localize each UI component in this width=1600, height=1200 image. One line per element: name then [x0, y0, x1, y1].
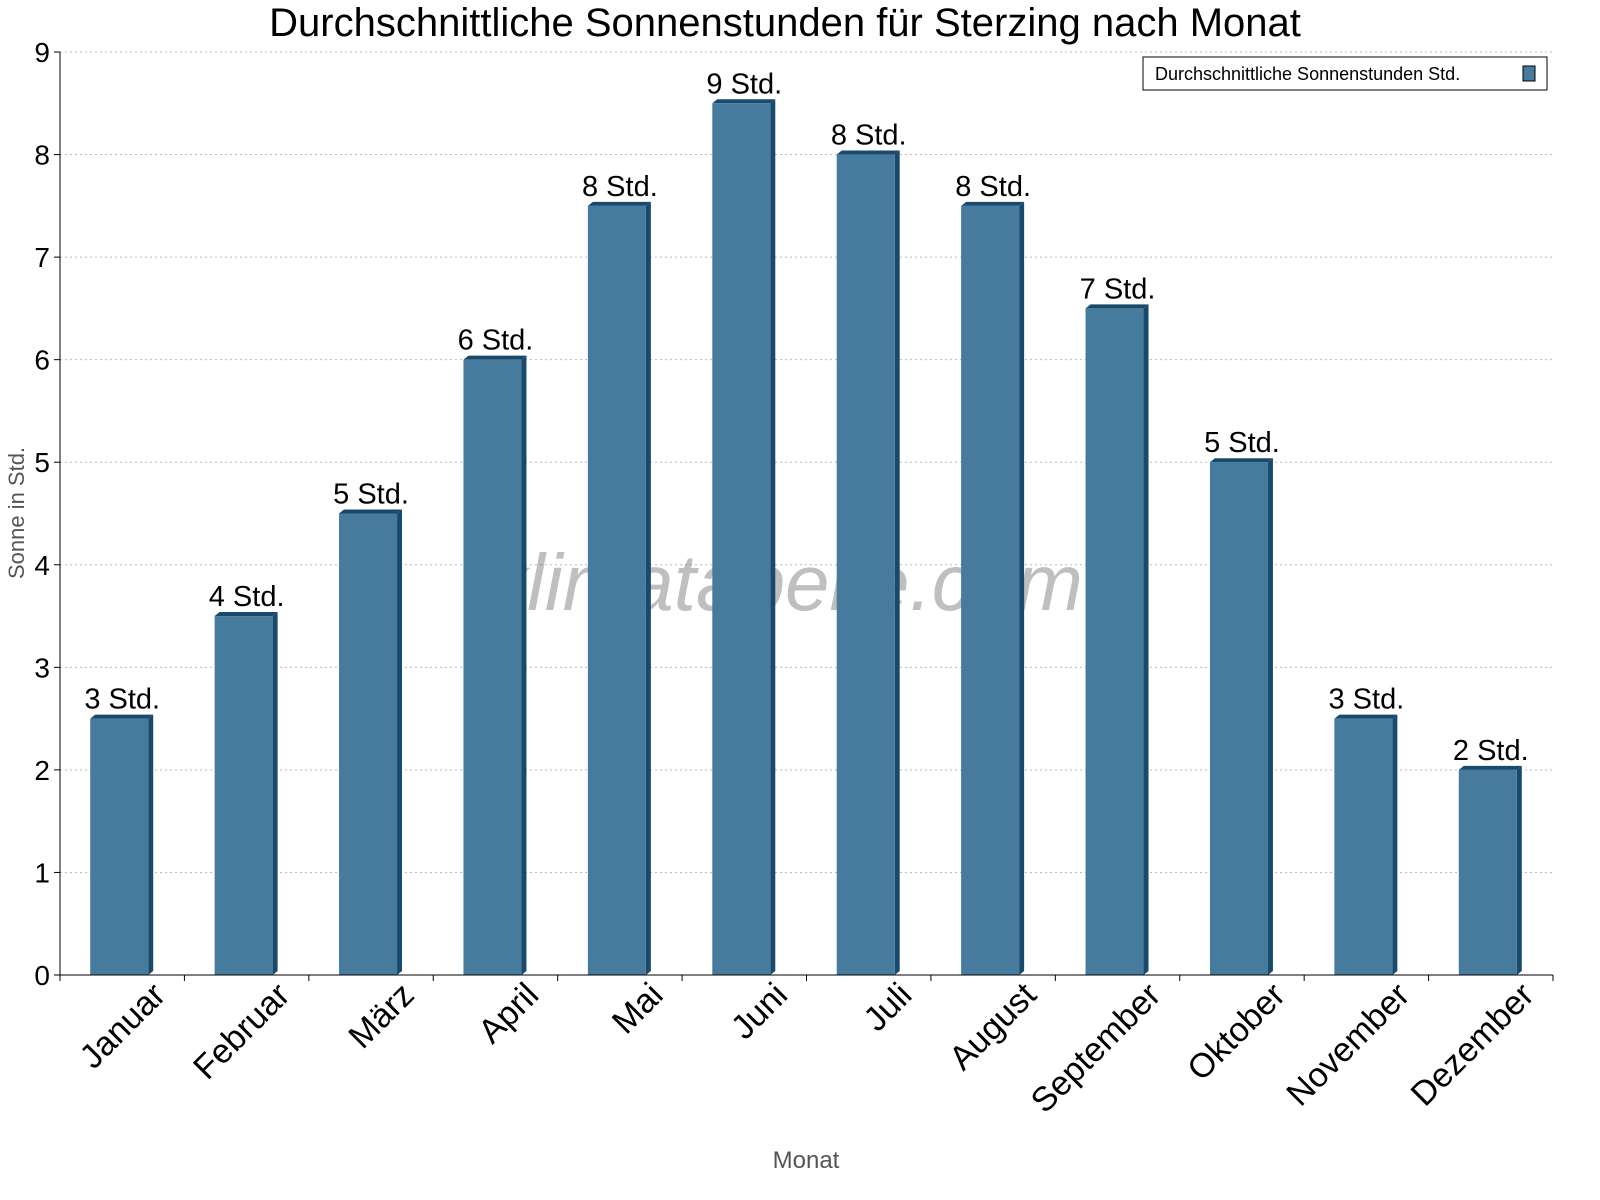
y-tick-label: 5	[34, 447, 50, 478]
bar-top	[961, 201, 1025, 206]
y-tick-label: 7	[34, 242, 50, 273]
data-label: 5 Std.	[333, 479, 409, 511]
bar-top	[1209, 458, 1273, 463]
bar-side	[1516, 765, 1522, 975]
bar-side	[521, 355, 527, 976]
bar	[339, 513, 398, 975]
x-tick-label: November	[1279, 976, 1417, 1114]
x-tick-label: April	[471, 976, 546, 1051]
bar	[1334, 718, 1393, 975]
bar	[463, 359, 522, 976]
x-axis-label: Monat	[773, 1147, 840, 1174]
data-label: 3 Std.	[84, 684, 160, 716]
bar-top	[463, 355, 527, 360]
bar-side	[1392, 714, 1398, 975]
legend-label: Durchschnittliche Sonnenstunden Std.	[1155, 64, 1460, 84]
x-tick-label: Dezember	[1404, 976, 1542, 1114]
x-tick-label: Oktober	[1180, 976, 1292, 1088]
x-tick-label: Mai	[605, 976, 671, 1042]
data-label: 3 Std.	[1328, 684, 1404, 716]
y-tick-label: 0	[34, 960, 50, 991]
bar-top	[339, 509, 403, 514]
bar-top	[90, 714, 154, 719]
y-tick-label: 4	[34, 550, 50, 581]
data-label: 6 Std.	[458, 325, 534, 357]
bar	[961, 205, 1020, 976]
data-label: 5 Std.	[1204, 427, 1280, 459]
bar-side	[894, 150, 900, 976]
bar-side	[397, 509, 403, 975]
data-label: 2 Std.	[1453, 735, 1529, 767]
bar-side	[645, 201, 651, 976]
y-tick-label: 8	[34, 140, 50, 171]
bar-oktober	[1209, 458, 1273, 975]
bar-side	[1019, 201, 1025, 976]
bar-september	[1085, 304, 1149, 975]
y-tick-label: 2	[34, 755, 50, 786]
bar-top	[587, 201, 651, 206]
bar-november	[1334, 714, 1398, 975]
bar-märz	[339, 509, 403, 975]
bar	[836, 154, 895, 976]
bar-august	[961, 201, 1025, 976]
bar-side	[272, 612, 278, 975]
x-tick-label: September	[1024, 976, 1168, 1120]
bar	[587, 205, 646, 976]
bar-top	[836, 150, 900, 155]
bar-side	[770, 99, 776, 976]
x-tick-label: August	[942, 975, 1044, 1077]
bar-januar	[90, 714, 154, 975]
y-tick-label: 3	[34, 652, 50, 683]
bar-top	[214, 612, 278, 617]
bar-top	[1458, 765, 1522, 770]
bar-top	[712, 99, 776, 104]
bar	[1209, 462, 1268, 975]
x-tick-label: Juli	[856, 976, 919, 1039]
bar-top	[1334, 714, 1398, 719]
bar	[712, 103, 771, 976]
bar-mai	[587, 201, 651, 976]
legend-box	[1142, 56, 1548, 91]
y-tick-label: 6	[34, 345, 50, 376]
data-label: 8 Std.	[582, 171, 658, 203]
bar-dezember	[1458, 765, 1522, 975]
bar-top	[1085, 304, 1149, 309]
data-label: 9 Std.	[706, 68, 782, 100]
chart-title: Durchschnittliche Sonnenstunden für Ster…	[269, 1, 1301, 45]
bar	[1458, 769, 1517, 975]
data-label: 8 Std.	[831, 120, 907, 152]
bar	[214, 616, 273, 975]
legend-swatch	[1522, 65, 1536, 82]
legend: Durchschnittliche Sonnenstunden Std.	[1142, 56, 1548, 91]
bar-april	[463, 355, 527, 976]
data-label: 7 Std.	[1080, 273, 1156, 305]
y-tick-label: 9	[34, 37, 50, 68]
bar-februar	[214, 612, 278, 975]
x-tick-label: März	[341, 976, 421, 1056]
x-tick-label: Februar	[186, 976, 297, 1087]
bar-side	[1267, 458, 1273, 975]
bar	[1085, 308, 1144, 975]
bar-juni	[712, 99, 776, 976]
x-tick-label: Juni	[724, 976, 795, 1047]
y-axis-label: Sonne in Std.	[4, 447, 29, 579]
bar-juli	[836, 150, 900, 976]
y-tick-label: 1	[34, 857, 50, 888]
data-label: 4 Std.	[209, 581, 285, 613]
data-label: 8 Std.	[955, 171, 1031, 203]
bar-side	[1143, 304, 1149, 975]
x-tick-label: Januar	[72, 976, 172, 1076]
bar-side	[148, 714, 154, 975]
bar	[90, 718, 149, 975]
